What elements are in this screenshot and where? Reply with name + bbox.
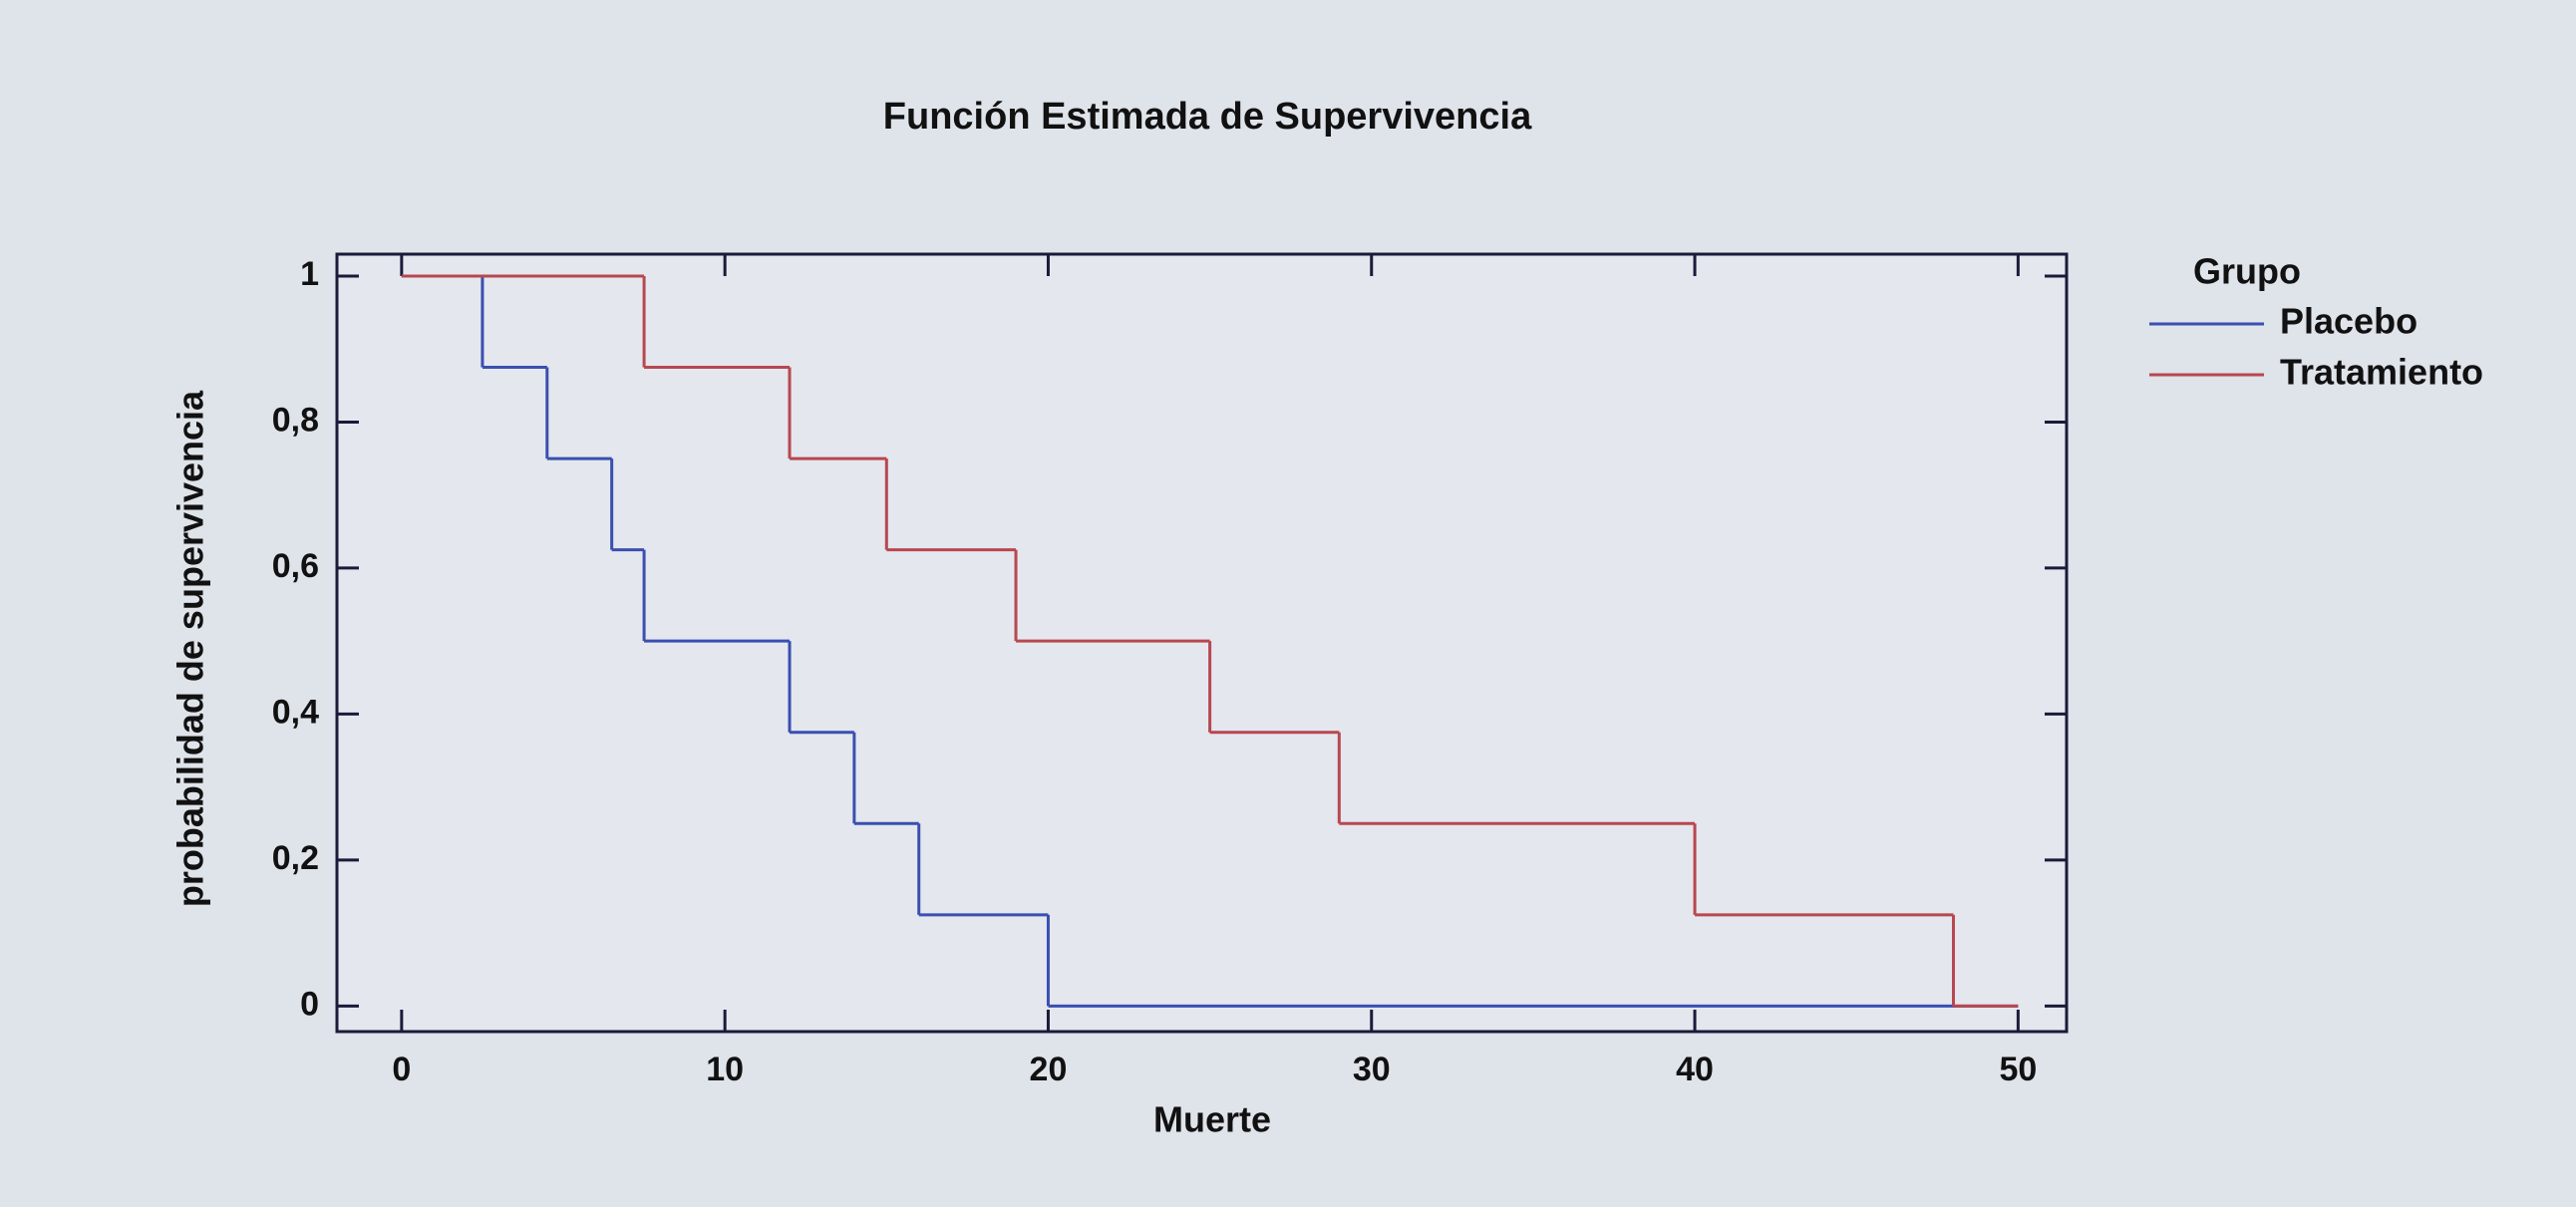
y-tick-label: 0,8 xyxy=(272,401,319,439)
plot-area xyxy=(335,252,2069,1034)
y-tick-label: 0,4 xyxy=(272,693,319,731)
x-tick-label: 40 xyxy=(1676,1051,1714,1088)
x-tick-label: 50 xyxy=(1999,1051,2037,1088)
x-tick-label: 0 xyxy=(392,1051,411,1088)
x-tick-label: 30 xyxy=(1353,1051,1391,1088)
x-tick-label: 20 xyxy=(1030,1051,1068,1088)
legend-label: Placebo xyxy=(2280,301,2417,342)
y-tick-label: 0 xyxy=(300,985,319,1023)
y-tick-label: 1 xyxy=(300,255,319,293)
y-axis-label: probabilidad de supervivencia xyxy=(170,390,211,907)
x-tick-label: 10 xyxy=(706,1051,744,1088)
x-axis-label: Muerte xyxy=(1153,1099,1271,1140)
chart-title: Función Estimada de Supervivencia xyxy=(883,96,1532,138)
legend-title: Grupo xyxy=(2193,251,2301,292)
legend-label: Tratamiento xyxy=(2280,352,2483,393)
y-tick-label: 0,6 xyxy=(272,547,319,585)
y-tick-label: 0,2 xyxy=(272,839,319,877)
